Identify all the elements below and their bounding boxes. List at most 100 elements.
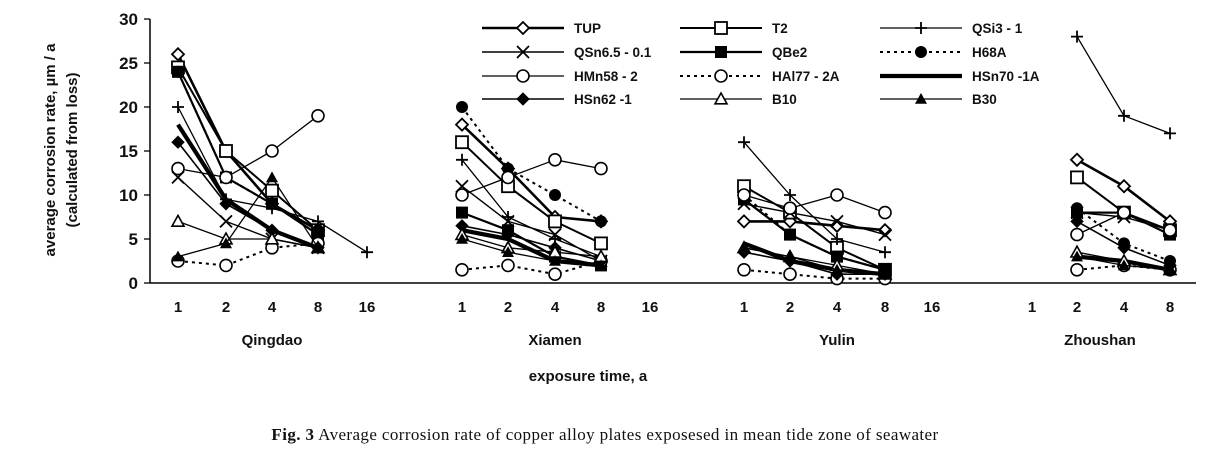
data-point (831, 250, 843, 263)
y-axis-label-line1: average corrosion rate, µm / a (42, 43, 59, 257)
y-tick-label: 0 (129, 274, 138, 293)
y-tick-label: 20 (119, 98, 138, 117)
x-tick-label: 2 (786, 299, 794, 316)
plot-area (170, 30, 1178, 286)
data-point (266, 171, 278, 183)
series-hmn58-2 (171, 109, 1177, 242)
series-hsn62-1 (171, 135, 1177, 281)
series-line (461, 141, 602, 245)
x-tick-label: 16 (642, 299, 659, 316)
data-point (312, 224, 324, 237)
series-line (743, 268, 885, 280)
series-line (743, 194, 886, 214)
y-tick-label: 25 (119, 54, 138, 73)
data-point (501, 258, 515, 273)
data-point (548, 214, 562, 229)
series-b30 (172, 171, 1176, 279)
y-tick-label: 10 (119, 186, 138, 205)
data-point (1070, 214, 1084, 229)
data-point (1071, 202, 1083, 215)
legend-item: B30 (880, 92, 997, 107)
data-point (1071, 30, 1083, 43)
data-point (737, 188, 751, 202)
data-point (714, 69, 728, 83)
x-tick-label: 16 (924, 299, 941, 316)
data-point (361, 246, 373, 259)
data-point (831, 233, 843, 245)
legend-item: H68A (880, 45, 1007, 60)
series-line (461, 228, 602, 268)
legend-label: B30 (972, 92, 997, 107)
data-point (784, 250, 796, 262)
data-point (878, 205, 892, 220)
data-point (738, 241, 750, 253)
data-point (784, 228, 796, 241)
y-tick-label: 5 (129, 230, 138, 249)
data-point (456, 153, 468, 166)
x-tick-label: 8 (1166, 299, 1174, 316)
x-tick-label: 4 (268, 299, 277, 316)
series-line (743, 194, 886, 271)
data-point (171, 161, 185, 176)
x-tick-label: 8 (597, 299, 605, 316)
data-point (219, 258, 233, 273)
data-point (831, 263, 843, 275)
data-point (455, 262, 469, 277)
series-line (461, 159, 602, 196)
x-tick-label: 4 (551, 299, 560, 316)
data-point (265, 183, 279, 198)
legend-label: B10 (772, 92, 797, 107)
series-line (743, 247, 886, 275)
data-point (220, 237, 232, 249)
data-point (915, 46, 927, 58)
data-point (1069, 152, 1085, 168)
legend-item: HMn58 - 2 (482, 69, 638, 84)
series-line (461, 233, 602, 258)
series-line (461, 211, 602, 267)
data-point (516, 69, 530, 83)
data-point (219, 197, 233, 211)
data-point (1070, 262, 1084, 277)
series-line (177, 176, 319, 258)
series-line (461, 123, 602, 223)
x-tick-label: 1 (740, 299, 748, 316)
corrosion-chart: 0 5 10 15 20 25 30 1 2 4 8 16 Qingdao 1 2 4 8 16 Xiamen 1 2 4… (42, 10, 1196, 385)
data-point (549, 255, 561, 266)
data-point (595, 259, 607, 271)
series-line (743, 241, 886, 277)
data-point (1164, 127, 1176, 140)
legend-label: H68A (972, 45, 1007, 60)
series-line (461, 238, 602, 267)
data-point (516, 92, 530, 106)
data-point (1116, 178, 1132, 194)
series-line (177, 242, 319, 267)
legend-item: HSn62 -1 (482, 92, 632, 107)
legend-label: HSn62 -1 (574, 92, 632, 107)
data-point (878, 227, 892, 242)
legend-label: T2 (772, 21, 788, 36)
data-point (502, 246, 514, 257)
site-label: Qingdao (242, 332, 303, 349)
data-point (311, 109, 325, 123)
legend-label: QSn6.5 - 0.1 (574, 45, 652, 60)
legend-item: B10 (680, 91, 797, 107)
series-line (177, 141, 319, 249)
data-point (312, 241, 324, 253)
x-tick-label: 1 (1028, 299, 1036, 316)
data-point (784, 189, 796, 201)
x-tick-label: 1 (458, 299, 466, 316)
data-point (265, 144, 279, 158)
figure-caption: Fig. 3 Average corrosion rate of copper … (0, 425, 1210, 445)
x-tick-label: 8 (881, 299, 889, 316)
data-point (172, 65, 184, 78)
data-point (501, 170, 515, 185)
series-line (743, 185, 886, 271)
series-line (461, 185, 602, 262)
data-point (1118, 259, 1130, 271)
data-point (219, 214, 233, 229)
data-point (594, 236, 608, 251)
data-point (1164, 263, 1176, 275)
x-tick-label: 4 (1120, 299, 1129, 316)
x-tick-label: 4 (833, 299, 842, 316)
series-line (743, 203, 886, 236)
